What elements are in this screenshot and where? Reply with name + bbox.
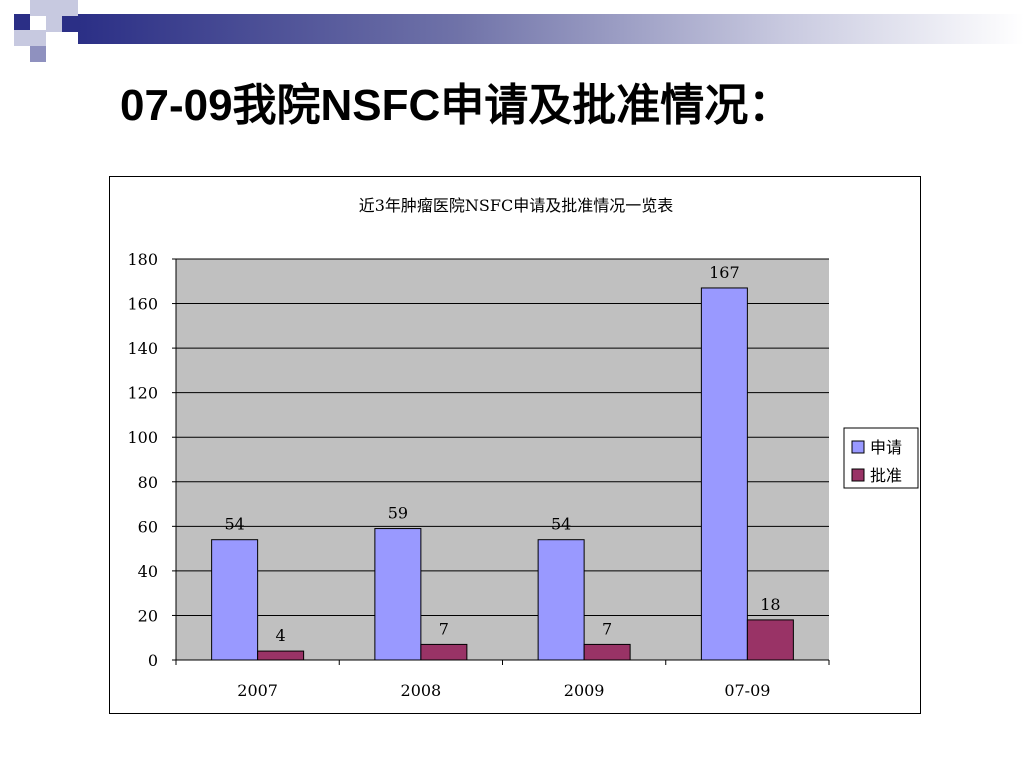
legend-label: 申请 bbox=[870, 438, 902, 457]
bar bbox=[583, 643, 631, 661]
x-tick-label: 2008 bbox=[401, 681, 442, 700]
slide-title: 07-09我院NSFC申请及批准情况： bbox=[120, 81, 793, 130]
data-label: 54 bbox=[224, 515, 244, 534]
legend-swatch bbox=[851, 440, 865, 454]
bar-chart: 近3年肿瘤医院NSFC申请及批准情况一览表 0 20 40 60 80 100 120 140… bbox=[127, 196, 919, 700]
y-tick-label: 20 bbox=[138, 606, 158, 625]
data-label: 4 bbox=[276, 626, 286, 645]
y-tick-label: 180 bbox=[127, 250, 158, 269]
data-label: 7 bbox=[602, 619, 612, 638]
y-tick-label: 100 bbox=[127, 428, 158, 447]
bar bbox=[257, 650, 305, 661]
deco-square-mid bbox=[30, 46, 46, 62]
y-tick-label: 140 bbox=[127, 339, 158, 358]
x-tick-label: 2009 bbox=[564, 681, 605, 700]
x-tick-label: 2007 bbox=[237, 681, 278, 700]
deco-square-light bbox=[30, 0, 46, 16]
data-label: 54 bbox=[551, 515, 571, 534]
data-label: 167 bbox=[709, 263, 740, 282]
y-tick-label: 120 bbox=[127, 384, 158, 403]
y-tick-label: 40 bbox=[138, 562, 158, 581]
bar bbox=[374, 528, 422, 661]
deco-square-light bbox=[62, 0, 78, 16]
y-tick-label: 160 bbox=[127, 295, 158, 314]
decorative-squares bbox=[14, 0, 78, 62]
y-tick-label: 80 bbox=[138, 473, 158, 492]
data-label: 7 bbox=[439, 619, 449, 638]
data-label: 18 bbox=[760, 595, 780, 614]
x-tick-label: 07-09 bbox=[724, 681, 770, 700]
bar bbox=[420, 643, 468, 661]
chart-frame: 近3年肿瘤医院NSFC申请及批准情况一览表 0 20 40 60 80 100 120 140… bbox=[109, 176, 921, 714]
y-tick-label: 60 bbox=[138, 517, 158, 536]
deco-square-light bbox=[30, 30, 46, 46]
chart-title: 近3年肿瘤医院NSFC申请及批准情况一览表 bbox=[359, 196, 674, 215]
deco-square-dark bbox=[62, 16, 78, 32]
legend-label: 批准 bbox=[870, 466, 902, 485]
bar bbox=[211, 539, 259, 661]
bar bbox=[700, 287, 748, 661]
deco-square-dark bbox=[14, 14, 30, 30]
bar bbox=[746, 619, 794, 661]
deco-square-light bbox=[14, 30, 30, 46]
deco-square-light bbox=[46, 16, 62, 32]
deco-square-light bbox=[46, 0, 62, 16]
data-label: 59 bbox=[388, 504, 408, 523]
y-tick-label: 0 bbox=[148, 651, 158, 670]
legend-swatch bbox=[851, 468, 865, 482]
title-gradient-band bbox=[78, 14, 1024, 44]
bar bbox=[537, 539, 585, 661]
